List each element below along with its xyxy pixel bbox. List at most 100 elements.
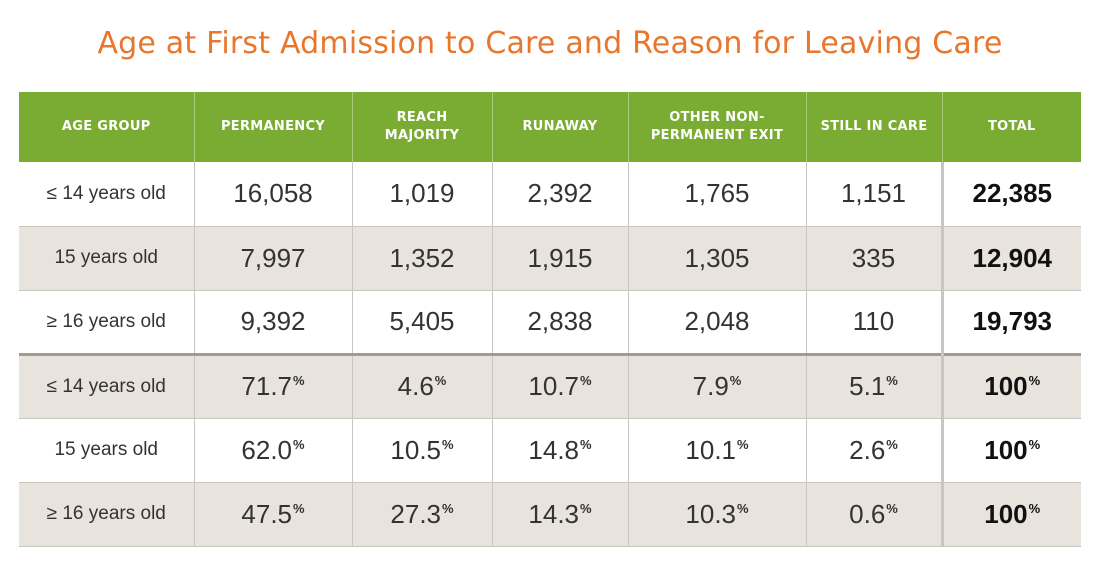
- percent-sign: %: [1028, 373, 1041, 388]
- percent-sign: %: [886, 436, 898, 452]
- percent-sign: %: [729, 373, 742, 388]
- percent-sign: %: [580, 436, 592, 452]
- cell-value: 15 years old: [54, 439, 158, 460]
- data-cell: 10.3%: [627, 482, 806, 547]
- cell-value: ≤ 14 years old: [46, 375, 166, 397]
- data-cell: 7,997: [193, 226, 352, 291]
- cell-value: 10.5: [390, 434, 442, 465]
- percent-sign: %: [1028, 500, 1041, 516]
- data-cell: 1,019: [351, 162, 492, 227]
- total-cell: 12,904: [940, 226, 1081, 291]
- table-row: ≤ 14 years old 16,058 1,019 2,392 1,765 1,151…: [19, 162, 1081, 227]
- cell-value: 100: [984, 371, 1028, 401]
- total-cell: 19,793: [940, 290, 1081, 355]
- cell-value: 5,405: [389, 306, 455, 336]
- cell-value: 100: [984, 434, 1028, 465]
- cell-value: 14.8: [528, 434, 580, 465]
- cell-value: 5.1: [849, 371, 886, 401]
- cell-value: 12,904: [972, 242, 1053, 273]
- data-cell: 1,151: [805, 162, 942, 227]
- cell-value: 1,305: [684, 242, 750, 273]
- cell-value: 14.3: [528, 498, 580, 529]
- cell-value: 2,838: [527, 306, 593, 336]
- percent-sign: %: [442, 500, 454, 516]
- data-cell: 110: [805, 290, 942, 355]
- cell-value: 7,997: [240, 242, 306, 273]
- cell-value: 4.6: [397, 371, 434, 401]
- chart-title: Age at First Admission to Care and Reaso…: [97, 26, 1003, 61]
- data-cell: 10.1%: [627, 418, 806, 483]
- data-cell: 1,305: [627, 226, 806, 291]
- cell-value: 2,392: [527, 178, 593, 209]
- row-label-cell: 15 years old: [19, 418, 194, 483]
- cell-value: 71.7: [241, 371, 293, 401]
- cell-value: 1,151: [840, 178, 907, 209]
- data-cell: 0.6%: [805, 482, 942, 547]
- total-cell: 22,385: [940, 162, 1081, 227]
- cell-value: 0.6: [849, 498, 886, 529]
- data-cell: 1,915: [491, 226, 628, 291]
- cell-value: 110: [852, 306, 895, 336]
- data-cell: 335: [805, 226, 942, 291]
- cell-value: 1,352: [389, 242, 455, 273]
- data-cell: 14.3%: [491, 482, 628, 547]
- percent-sign: %: [434, 373, 447, 388]
- cell-value: 10.1: [685, 434, 737, 465]
- data-cell: 5,405: [351, 290, 492, 355]
- data-cell: 2,048: [627, 290, 806, 355]
- row-label-cell: 15 years old: [19, 226, 194, 291]
- data-cell: 4.6%: [351, 352, 492, 419]
- cell-value: ≥ 16 years old: [46, 310, 166, 332]
- total-cell: 100%: [940, 418, 1081, 483]
- total-cell: 100%: [940, 352, 1081, 419]
- cell-value: 1,915: [527, 242, 593, 273]
- percent-sign: %: [580, 500, 592, 516]
- data-cell: 9,392: [193, 290, 352, 355]
- cell-value: 9,392: [240, 306, 306, 336]
- data-cell: 47.5%: [193, 482, 352, 547]
- data-cell: 2,392: [491, 162, 628, 227]
- percent-sign: %: [293, 373, 305, 388]
- cell-value: 47.5: [241, 498, 293, 529]
- percent-sign: %: [580, 373, 592, 388]
- percent-sign: %: [737, 436, 749, 452]
- cell-value: 1,765: [684, 178, 750, 209]
- percent-sign: %: [886, 500, 898, 516]
- percent-sign: %: [737, 500, 749, 516]
- table-body: ≤ 14 years old 16,058 1,019 2,392 1,765 1,151…: [19, 162, 1081, 547]
- percent-sign: %: [886, 373, 898, 388]
- table-row: 15 years old 7,997 1,352 1,915 1,305 335 12,90…: [19, 226, 1081, 291]
- cell-value: 100: [984, 498, 1028, 529]
- cell-value: 335: [851, 242, 896, 273]
- row-label-cell: ≥ 16 years old: [19, 482, 194, 547]
- data-cell: 14.8%: [491, 418, 628, 483]
- header-runaway: RUNAWAY: [491, 92, 628, 162]
- cell-value: 19,793: [972, 306, 1053, 336]
- header-other-non-permanent-exit: OTHER NON-PERMANENT EXIT: [627, 92, 806, 162]
- data-cell: 62.0%: [193, 418, 352, 483]
- row-label-cell: ≤ 14 years old: [19, 352, 194, 419]
- row-label-cell: ≤ 14 years old: [19, 162, 194, 227]
- header-permanency: PERMANENCY: [193, 92, 352, 162]
- header-reach-majority: REACH MAJORITY: [351, 92, 492, 162]
- total-cell: 100%: [940, 482, 1081, 547]
- cell-value: 1,019: [389, 178, 455, 209]
- data-cell: 2.6%: [805, 418, 942, 483]
- row-label-cell: ≥ 16 years old: [19, 290, 194, 355]
- cell-value: 16,058: [233, 178, 313, 209]
- table-row: ≤ 14 years old 71.7% 4.6% 10.7% 7.9% 5.1% 100%: [19, 352, 1081, 419]
- data-cell: 16,058: [193, 162, 352, 227]
- cell-value: 10.7: [528, 371, 580, 401]
- percent-sign: %: [293, 500, 305, 516]
- cell-value: 2.6: [849, 434, 886, 465]
- data-cell: 2,838: [491, 290, 628, 355]
- cell-value: 27.3: [390, 498, 442, 529]
- header-total: TOTAL: [941, 92, 1081, 162]
- data-cell: 7.9%: [627, 352, 806, 419]
- percent-sign: %: [293, 436, 305, 452]
- data-cell: 1,352: [351, 226, 492, 291]
- table-row: ≥ 16 years old 47.5% 27.3% 14.3% 10.3% 0.6% 10…: [19, 482, 1081, 547]
- header-row: AGE GROUP PERMANENCY REACH MAJORITY RUNA…: [19, 92, 1081, 162]
- data-cell: 1,765: [627, 162, 806, 227]
- cell-value: 2,048: [684, 306, 750, 336]
